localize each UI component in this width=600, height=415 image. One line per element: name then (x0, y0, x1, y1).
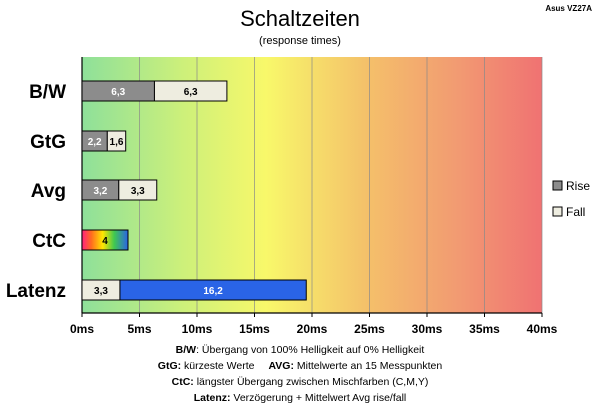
bars: 6,3 6,3 2,2 1,6 3,2 3,3 4 3,3 16,2 (81, 80, 307, 301)
bar-latenz-latenz (119, 279, 307, 301)
footnote-ctc: CtC: längster Übergang zwischen Mischfar… (0, 374, 600, 390)
monitor-model-label: Asus VZ27A (545, 4, 592, 13)
data-label: 6,3 (184, 87, 198, 98)
footnote-gtg-key: GtG: (157, 360, 182, 372)
footnote-ctc-key: CtC: (171, 376, 194, 388)
footnote-bw-key: B/W (175, 344, 197, 356)
footnote-avg-text: Mittelwerte an 15 Messpunkten (293, 360, 443, 372)
footnote-bw-text: : Übergang von 100% Helligkeit auf 0% He… (196, 344, 425, 356)
category-label: Latenz (6, 281, 66, 302)
x-tick-label: 5ms (127, 322, 151, 336)
footnote-bw: B/W: Übergang von 100% Helligkeit auf 0%… (0, 342, 600, 358)
x-tick-label: 10ms (182, 322, 213, 336)
x-axis-ticks: 0ms 5ms 10ms 15ms 20ms 25ms 30ms 35ms 40ms (70, 313, 558, 336)
bar-fall-gtg (106, 130, 127, 152)
legend-label-fall: Fall (566, 205, 585, 219)
data-label: 16,2 (203, 286, 223, 297)
x-tick-label: 25ms (354, 322, 385, 336)
chart-subtitle: (response times) (259, 35, 341, 47)
footnote-latenz-key: Latenz: (193, 392, 231, 404)
data-label: 4 (102, 236, 108, 247)
footnote-gtg-text: kürzeste Werte (181, 360, 255, 372)
footnotes: B/W: Übergang von 100% Helligkeit auf 0%… (0, 342, 600, 406)
bar-fall-bw (153, 80, 228, 102)
category-label: Avg (31, 181, 66, 202)
data-label: 3,3 (94, 286, 108, 297)
x-tick-label: 0ms (70, 322, 94, 336)
x-tick-label: 40ms (527, 322, 558, 336)
bar-fall-avg (118, 179, 158, 201)
category-label: CtC (32, 231, 66, 252)
x-tick-label: 35ms (469, 322, 500, 336)
x-tick-label: 20ms (297, 322, 328, 336)
footnote-latenz-text: Verzögerung + Mittelwert Avg rise/fall (230, 392, 407, 404)
data-label: 2,2 (88, 137, 102, 148)
category-label: B/W (29, 82, 66, 103)
data-label: 3,2 (93, 186, 107, 197)
legend-swatch-rise (552, 180, 563, 191)
x-tick-label: 15ms (239, 322, 270, 336)
data-label: 1,6 (110, 137, 124, 148)
footnote-latenz: Latenz: Verzögerung + Mittelwert Avg ris… (0, 390, 600, 406)
chart-title: Schaltzeiten (240, 6, 360, 31)
data-label: 6,3 (111, 87, 125, 98)
category-label: GtG (30, 132, 66, 153)
x-tick-label: 30ms (412, 322, 443, 336)
bar-ctc-ctc (81, 229, 129, 251)
data-label: 3,3 (131, 186, 145, 197)
legend: Rise Fall (552, 179, 590, 219)
legend-label-rise: Rise (566, 179, 590, 193)
footnote-avg-key: AVG: (268, 360, 294, 372)
category-labels: B/W GtG Avg CtC Latenz (6, 82, 66, 302)
footnote-ctc-text: längster Übergang zwischen Mischfarben (… (193, 376, 429, 388)
footnote-gtg-avg: GtG: kürzeste Werte AVG: Mittelwerte an 1… (0, 358, 600, 374)
legend-swatch-fall (552, 206, 563, 217)
